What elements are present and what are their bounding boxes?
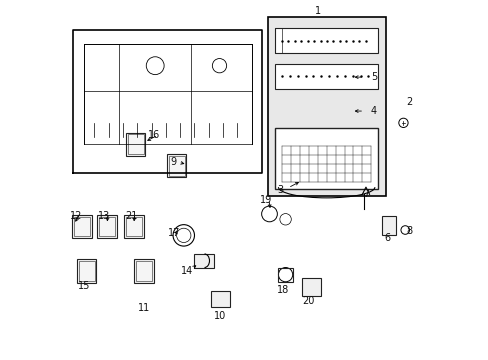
- Text: 2: 2: [406, 97, 412, 107]
- Text: 15: 15: [78, 281, 90, 291]
- Bar: [74, 217, 90, 236]
- Text: 4: 4: [370, 106, 376, 116]
- Bar: [274, 64, 378, 89]
- Text: 8: 8: [406, 226, 412, 237]
- Text: 13: 13: [98, 211, 110, 221]
- Bar: [274, 28, 282, 53]
- Bar: [125, 217, 142, 236]
- Text: 17: 17: [167, 228, 180, 238]
- Text: 12: 12: [70, 211, 82, 221]
- Bar: [166, 154, 186, 177]
- Bar: [99, 217, 115, 236]
- Text: 11: 11: [137, 302, 150, 312]
- Text: 20: 20: [302, 296, 314, 306]
- Bar: [125, 133, 145, 156]
- Text: 18: 18: [276, 285, 288, 295]
- Bar: [168, 156, 184, 176]
- Text: 21: 21: [125, 211, 137, 221]
- Bar: [134, 260, 153, 283]
- Text: 9: 9: [170, 157, 176, 167]
- Bar: [79, 261, 95, 281]
- Text: 5: 5: [370, 72, 376, 82]
- Bar: [381, 216, 395, 235]
- Bar: [278, 267, 292, 282]
- Bar: [97, 215, 117, 238]
- Bar: [194, 254, 214, 267]
- Bar: [210, 291, 230, 307]
- Bar: [274, 128, 378, 189]
- Bar: [274, 28, 378, 53]
- Bar: [136, 261, 151, 281]
- Text: 7: 7: [362, 189, 368, 199]
- Text: 19: 19: [259, 195, 271, 205]
- Bar: [72, 215, 92, 238]
- Text: 3: 3: [277, 185, 283, 195]
- Bar: [267, 18, 385, 196]
- Text: 1: 1: [314, 6, 320, 17]
- Bar: [301, 278, 321, 296]
- Bar: [123, 215, 143, 238]
- Text: 6: 6: [384, 233, 389, 243]
- Text: 10: 10: [214, 311, 226, 321]
- Bar: [77, 260, 96, 283]
- Text: 14: 14: [181, 266, 193, 276]
- Text: 16: 16: [148, 130, 160, 140]
- Bar: [127, 134, 143, 154]
